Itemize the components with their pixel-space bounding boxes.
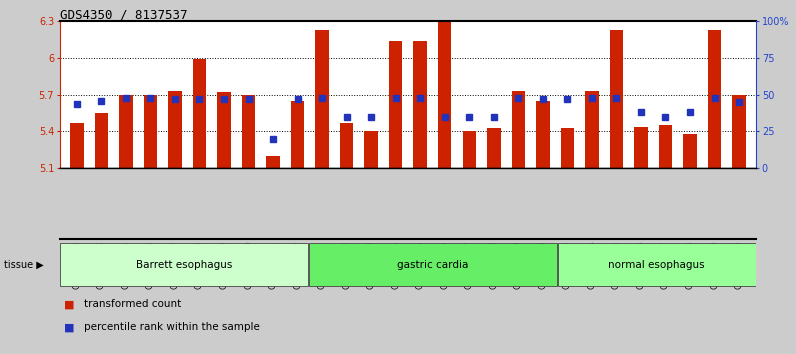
Bar <box>462 131 476 168</box>
Bar <box>193 59 206 168</box>
Bar <box>560 128 574 168</box>
Bar <box>610 30 623 168</box>
Text: gastric cardia: gastric cardia <box>397 259 469 270</box>
Text: percentile rank within the sample: percentile rank within the sample <box>84 322 259 332</box>
FancyBboxPatch shape <box>309 243 556 286</box>
Bar <box>585 91 599 168</box>
Bar <box>168 91 181 168</box>
Bar <box>70 123 84 168</box>
Bar <box>267 156 280 168</box>
Bar <box>315 30 329 168</box>
Bar <box>512 91 525 168</box>
Bar <box>634 126 648 168</box>
Bar <box>438 21 451 168</box>
Bar <box>242 95 256 168</box>
Text: ■: ■ <box>64 299 74 309</box>
Bar <box>708 30 721 168</box>
Bar <box>683 134 696 168</box>
Text: GDS4350 / 8137537: GDS4350 / 8137537 <box>60 9 187 22</box>
Bar <box>365 131 378 168</box>
Text: transformed count: transformed count <box>84 299 181 309</box>
Bar <box>144 95 157 168</box>
Bar <box>291 101 304 168</box>
Bar <box>389 41 403 168</box>
Text: Barrett esophagus: Barrett esophagus <box>136 259 232 270</box>
Bar <box>217 92 231 168</box>
Text: normal esophagus: normal esophagus <box>608 259 705 270</box>
Text: tissue ▶: tissue ▶ <box>4 260 44 270</box>
Bar <box>487 128 501 168</box>
Bar <box>536 101 549 168</box>
Text: ■: ■ <box>64 322 74 332</box>
Bar <box>119 95 133 168</box>
Bar <box>95 113 108 168</box>
Bar <box>732 95 746 168</box>
Bar <box>659 125 672 168</box>
Bar <box>340 123 353 168</box>
FancyBboxPatch shape <box>60 243 308 286</box>
FancyBboxPatch shape <box>558 243 755 286</box>
Bar <box>413 41 427 168</box>
